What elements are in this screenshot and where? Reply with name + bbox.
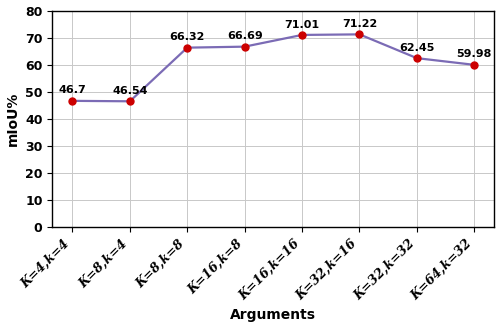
- Text: 71.01: 71.01: [284, 19, 320, 30]
- Text: 66.32: 66.32: [170, 32, 205, 42]
- Text: 59.98: 59.98: [456, 50, 492, 59]
- Text: 62.45: 62.45: [399, 43, 434, 53]
- X-axis label: Arguments: Arguments: [230, 308, 316, 322]
- Text: 71.22: 71.22: [342, 19, 377, 29]
- Text: 46.54: 46.54: [112, 86, 148, 96]
- Text: 66.69: 66.69: [227, 31, 262, 41]
- Text: 46.7: 46.7: [58, 85, 86, 95]
- Y-axis label: mIoU%: mIoU%: [6, 92, 20, 146]
